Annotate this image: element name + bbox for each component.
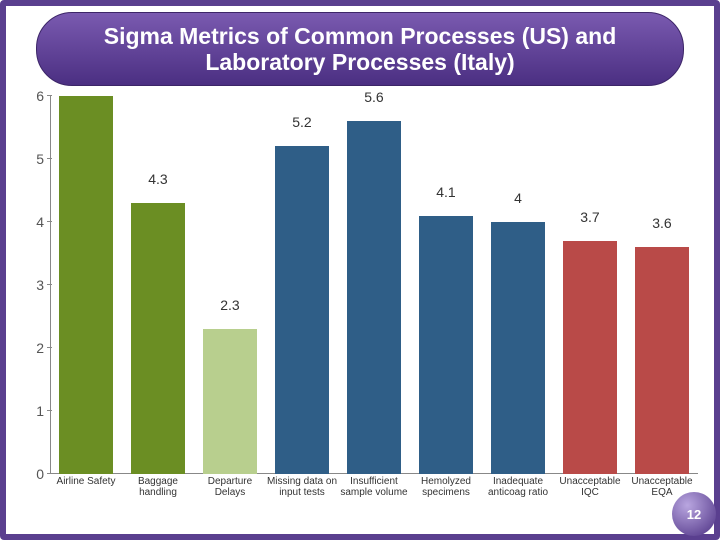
x-tick-label: Missing data on input tests: [266, 476, 338, 498]
bar-value-label: 4.3: [122, 171, 194, 187]
bar: [203, 329, 258, 474]
bar: [131, 203, 186, 474]
page-number-badge: 12: [672, 492, 716, 536]
y-tick-label: 5: [36, 151, 44, 167]
x-tick-label: Departure Delays: [194, 476, 266, 498]
bar-slot: 5.6: [338, 96, 410, 474]
page-number: 12: [687, 507, 701, 522]
bar: [275, 146, 330, 474]
bar-slot: [50, 96, 122, 474]
y-tick-label: 6: [36, 88, 44, 104]
x-tick-label: Hemolyzed specimens: [410, 476, 482, 498]
y-tick-label: 2: [36, 340, 44, 356]
y-tick-label: 3: [36, 277, 44, 293]
x-tick-label: Airline Safety: [50, 476, 122, 487]
bar-value-label: 4.1: [410, 184, 482, 200]
bar-value-label: 3.6: [626, 215, 698, 231]
y-axis: 0123456: [14, 96, 50, 474]
bar-value-label: 2.3: [194, 297, 266, 313]
y-tick-label: 0: [36, 466, 44, 482]
bar-value-label: 5.2: [266, 114, 338, 130]
x-tick-label: Inadequate anticoag ratio: [482, 476, 554, 498]
slide-frame: Sigma Metrics of Common Processes (US) a…: [0, 0, 720, 540]
bar-slot: 5.2: [266, 96, 338, 474]
bar: [59, 96, 114, 474]
title-banner: Sigma Metrics of Common Processes (US) a…: [36, 12, 684, 86]
bar: [491, 222, 546, 474]
bar-value-label: 3.7: [554, 209, 626, 225]
bar-chart: 0123456 4.32.35.25.64.143.73.6 Airline S…: [14, 92, 706, 510]
bar: [563, 241, 618, 474]
bar-slot: 2.3: [194, 96, 266, 474]
bar-slot: 4.3: [122, 96, 194, 474]
plot-area: 4.3 2.3 5.25.64.143.73.6: [50, 96, 698, 474]
bar-slot: 3.6: [626, 96, 698, 474]
x-tick-label: Unacceptable IQC: [554, 476, 626, 498]
bar-slot: 4: [482, 96, 554, 474]
bars-layer: 4.3 2.3 5.25.64.143.73.6: [50, 96, 698, 474]
bar-slot: 4.1: [410, 96, 482, 474]
x-axis-labels: Airline SafetyBaggage handlingDeparture …: [50, 474, 698, 510]
y-tick-label: 4: [36, 214, 44, 230]
bar: [419, 216, 474, 474]
bar-value-label: 4: [482, 190, 554, 206]
x-tick-label: Insufficient sample volume: [338, 476, 410, 498]
bar: [635, 247, 690, 474]
x-tick-label: Baggage handling: [122, 476, 194, 498]
bar-value-label: 5.6: [338, 89, 410, 105]
slide-title: Sigma Metrics of Common Processes (US) a…: [55, 23, 665, 76]
bar: [347, 121, 402, 474]
bar-slot: 3.7: [554, 96, 626, 474]
y-tick-label: 1: [36, 403, 44, 419]
